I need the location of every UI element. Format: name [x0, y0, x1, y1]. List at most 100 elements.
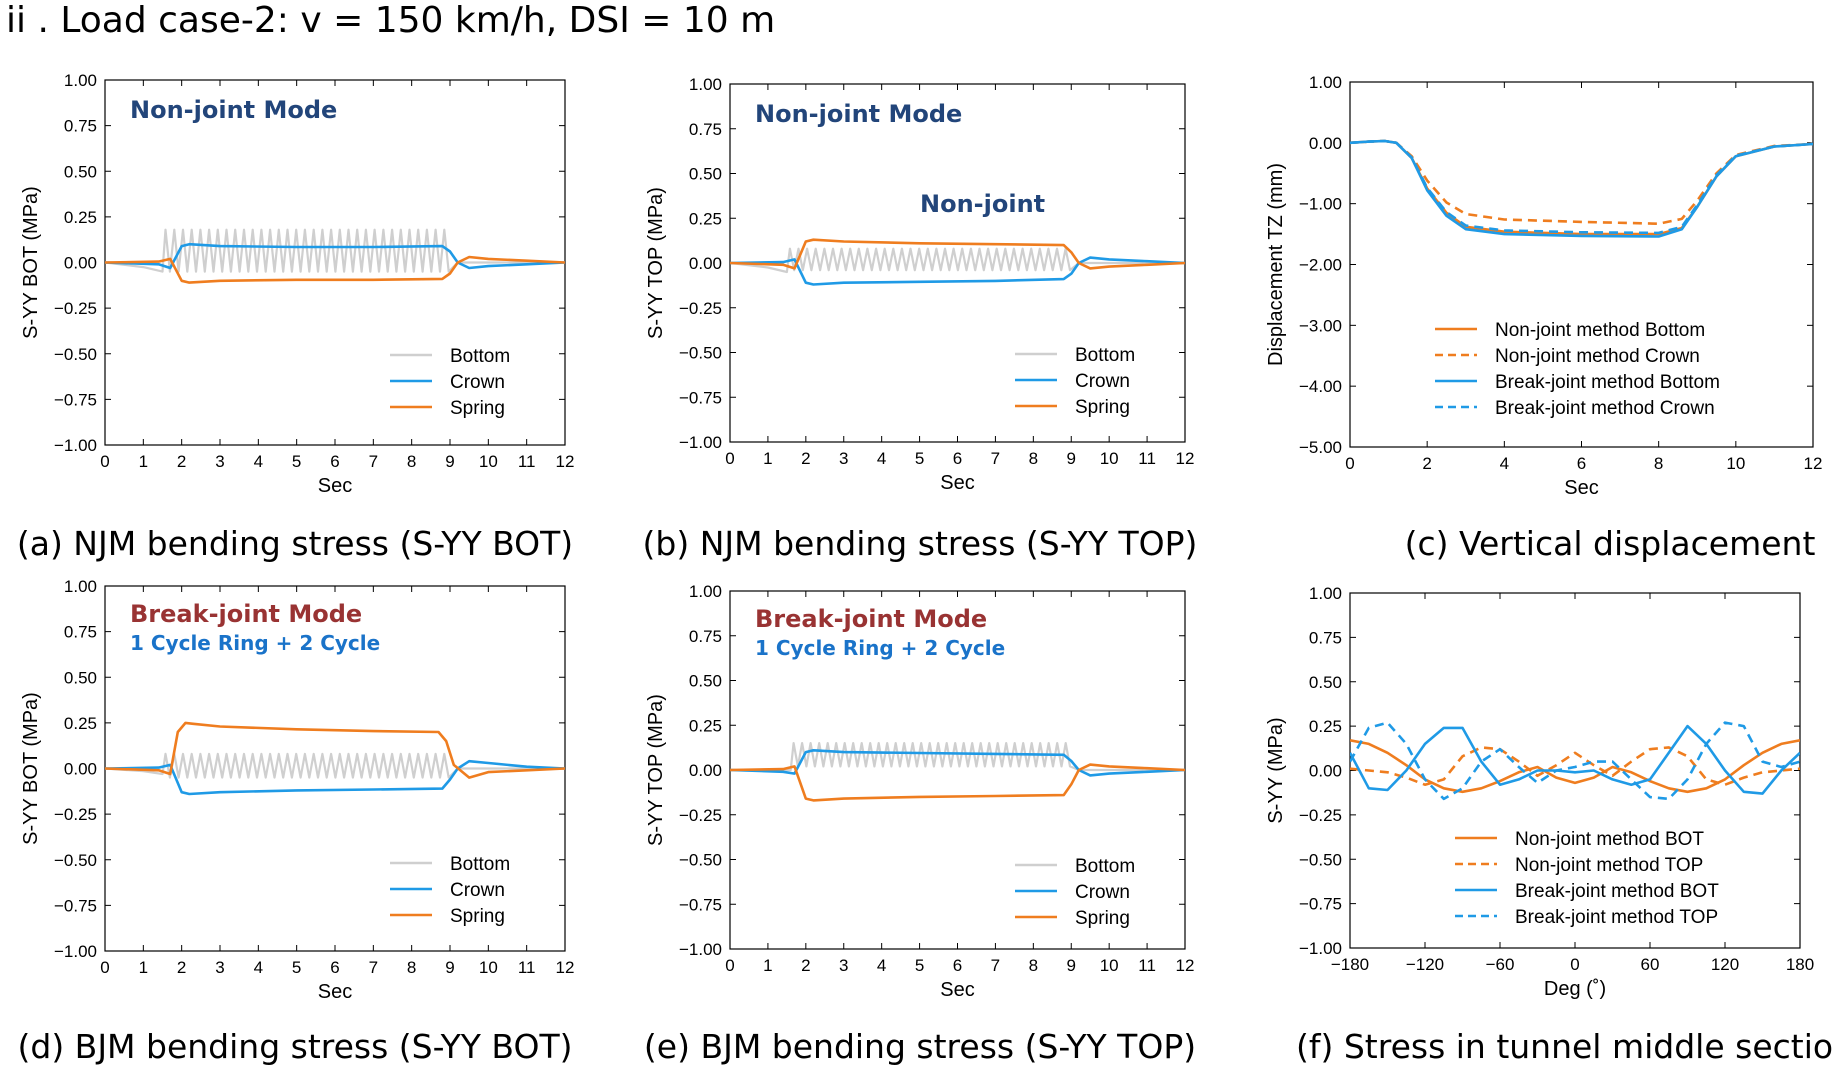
series-line-crown [730, 749, 1185, 777]
y-tick-label: −1.00 [54, 942, 97, 961]
x-tick-label: 6 [330, 452, 339, 471]
series-line-break-joint-method-top [1350, 721, 1800, 801]
x-tick-label: 4 [254, 452, 263, 471]
y-tick-label: −2.00 [1299, 256, 1342, 275]
x-tick-label: 1 [763, 956, 772, 975]
x-tick-label: 1 [139, 452, 148, 471]
x-tick-label: 12 [556, 958, 575, 977]
y-tick-label: 0.25 [689, 716, 722, 735]
y-tick-label: −0.25 [1299, 806, 1342, 825]
x-tick-label: 0 [725, 449, 734, 468]
y-tick-label: −1.00 [679, 433, 722, 452]
series-line-spring [730, 238, 1185, 270]
x-tick-label: 11 [1138, 956, 1156, 975]
chart-panel-f: 1.00 0.75 0.50 0.25 0.00 −0.25 −0.50 −0.75 −1.00… [1265, 584, 1833, 1066]
y-tick-label: 1.00 [1309, 584, 1342, 603]
y-tick-label: 1.00 [64, 577, 97, 596]
legend: Bottom Crown Spring [1015, 345, 1135, 418]
y-axis-label: S-YY BOT (MPa) [20, 186, 42, 339]
series-line-crown [105, 759, 565, 796]
y-tick-label: 0.00 [689, 761, 722, 780]
panel-caption: (e) BJM bending stress (S-YY TOP) [644, 1027, 1196, 1066]
legend-label: Break-joint method TOP [1515, 907, 1718, 928]
x-tick-label: −120 [1406, 955, 1444, 974]
x-tick-label: 9 [1067, 956, 1076, 975]
y-tick-label: −4.00 [1299, 377, 1342, 396]
x-tick-label: 0 [100, 958, 109, 977]
series-line-break-joint-method-crown [1350, 139, 1813, 235]
x-tick-label: 120 [1711, 955, 1739, 974]
legend: Non-joint method BOT Non-joint method TOP… [1455, 829, 1719, 928]
y-tick-label: 0.00 [689, 254, 722, 273]
y-tick-label: −0.75 [54, 896, 97, 915]
chart-annotation: 1 Cycle Ring + 2 Cycle [755, 636, 1005, 660]
chart-panel-a: 1.00 0.75 0.50 0.25 0.00 −0.25 −0.50 −0.75 −1.00… [17, 71, 575, 563]
y-tick-label: −0.25 [54, 805, 97, 824]
chart-annotation: Break-joint Mode [755, 605, 987, 633]
legend: Non-joint method Bottom Non-joint method … [1435, 320, 1720, 419]
legend-label: Break-joint method Crown [1495, 398, 1715, 419]
legend-label: Crown [1075, 371, 1130, 392]
chart-annotation: Non-joint Mode [130, 96, 337, 124]
y-tick-label: −3.00 [1299, 316, 1342, 335]
y-tick-label: −0.50 [679, 851, 722, 870]
y-tick-label: 0.25 [1309, 717, 1342, 736]
y-tick-label: −0.25 [679, 299, 722, 318]
series-line-bottom [105, 752, 565, 779]
panel-caption: (a) NJM bending stress (S-YY BOT) [17, 524, 573, 563]
x-tick-label: 5 [915, 449, 924, 468]
y-tick-label: −1.00 [54, 436, 97, 455]
x-axis-label: Sec [940, 472, 974, 494]
x-tick-label: 8 [1654, 454, 1663, 473]
x-tick-label: 3 [215, 958, 224, 977]
x-tick-label: 4 [877, 956, 886, 975]
panel-caption: (d) BJM bending stress (S-YY BOT) [18, 1027, 573, 1066]
series-line-crown [105, 242, 565, 270]
panel-caption: (f) Stress in tunnel middle section [1296, 1027, 1833, 1066]
x-tick-label: 1 [139, 958, 148, 977]
y-tick-label: 0.75 [64, 623, 97, 642]
x-axis-label: Sec [318, 475, 352, 497]
x-axis-label: Sec [1564, 477, 1598, 499]
panel-caption: (b) NJM bending stress (S-YY TOP) [643, 524, 1198, 563]
y-tick-label: 0.00 [1309, 762, 1342, 781]
x-tick-label: 10 [1100, 449, 1119, 468]
series-line-break-joint-method-bot [1350, 724, 1800, 795]
x-tick-label: 6 [1577, 454, 1586, 473]
x-tick-label: 0 [100, 452, 109, 471]
y-tick-label: −5.00 [1299, 438, 1342, 457]
legend: Bottom Crown Spring [390, 854, 510, 927]
legend-label: Bottom [450, 346, 510, 367]
legend-label: Non-joint method TOP [1515, 855, 1703, 876]
x-tick-label: 8 [1029, 956, 1038, 975]
x-tick-label: 6 [330, 958, 339, 977]
series-line-spring [730, 763, 1185, 802]
legend-label: Break-joint method Bottom [1495, 372, 1720, 393]
y-tick-label: −0.75 [54, 390, 97, 409]
series-line-bottom [730, 742, 1185, 772]
legend-label: Crown [1075, 882, 1130, 903]
chart-panel-e: 1.00 0.75 0.50 0.25 0.00 −0.25 −0.50 −0.75 −1.00… [644, 582, 1196, 1066]
y-tick-label: 0.75 [1309, 628, 1342, 647]
x-tick-label: 11 [1138, 449, 1156, 468]
x-tick-label: 2 [801, 956, 810, 975]
legend-label: Spring [1075, 397, 1130, 418]
x-tick-label: 60 [1641, 955, 1660, 974]
y-tick-label: −0.25 [679, 806, 722, 825]
y-tick-label: 0.25 [64, 208, 97, 227]
y-tick-label: −0.25 [54, 299, 97, 318]
legend-label: Bottom [1075, 856, 1135, 877]
x-tick-label: −60 [1486, 955, 1515, 974]
chart-panel-b: 1.00 0.75 0.50 0.25 0.00 −0.25 −0.50 −0.75 −1.00… [643, 75, 1198, 563]
series-line-break-joint-method-bottom [1350, 139, 1813, 238]
y-tick-label: −0.50 [679, 344, 722, 363]
series-line-bottom [105, 228, 565, 273]
chart-annotation: Break-joint Mode [130, 600, 362, 628]
y-tick-label: 0.75 [689, 120, 722, 139]
x-tick-label: 4 [254, 958, 263, 977]
x-tick-label: 0 [1570, 955, 1579, 974]
legend: Bottom Crown Spring [1015, 856, 1135, 929]
y-tick-label: 0.00 [64, 760, 97, 779]
chart-panel-c: 1.00 0.00 −1.00 −2.00 −3.00 −4.00 −5.000 2 4 6 8 10… [1265, 73, 1822, 563]
